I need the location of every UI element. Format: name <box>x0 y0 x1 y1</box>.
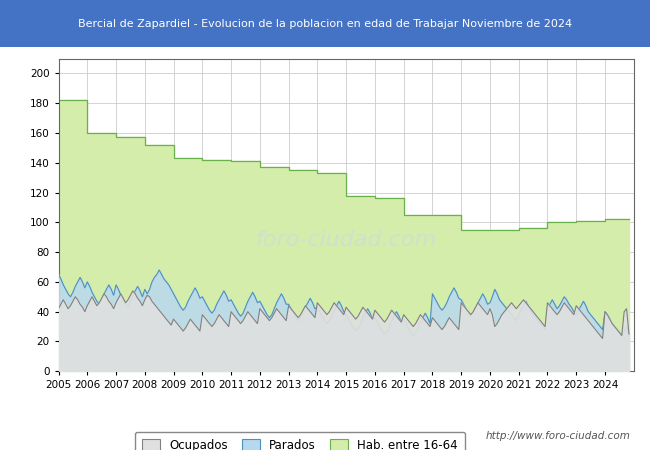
Text: Bercial de Zapardiel - Evolucion de la poblacion en edad de Trabajar Noviembre d: Bercial de Zapardiel - Evolucion de la p… <box>78 18 572 29</box>
Legend: Ocupados, Parados, Hab. entre 16-64: Ocupados, Parados, Hab. entre 16-64 <box>135 432 465 450</box>
Text: foro-ciudad.com: foro-ciudad.com <box>255 230 437 250</box>
Text: http://www.foro-ciudad.com: http://www.foro-ciudad.com <box>486 431 630 441</box>
